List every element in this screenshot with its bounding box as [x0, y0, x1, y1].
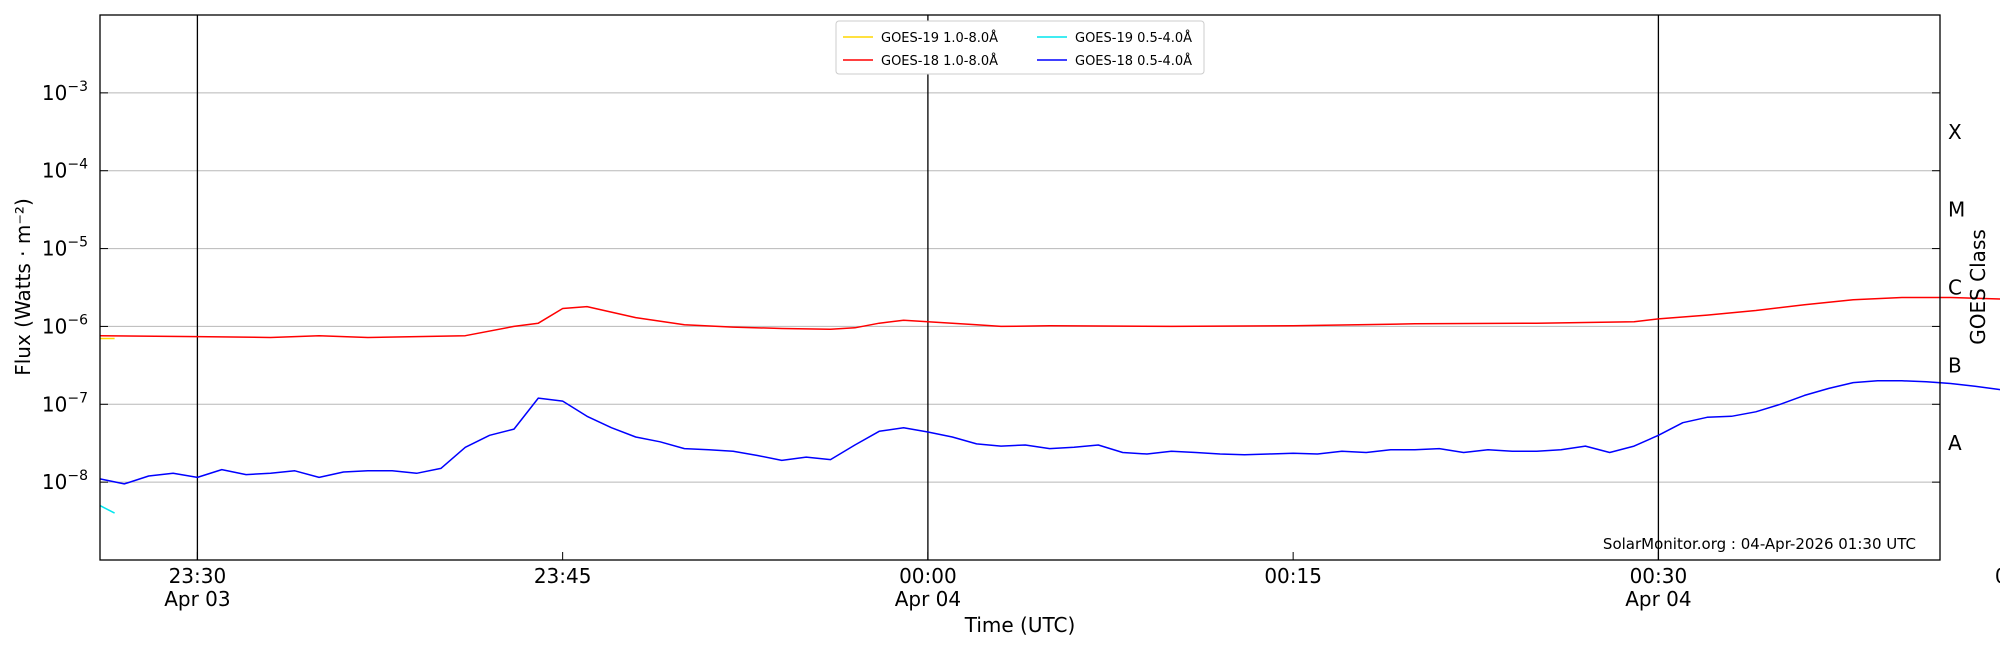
- plot-frame: [99, 14, 1941, 561]
- x-tick-date: Apr 04: [895, 587, 961, 611]
- flux-series: [99, 296, 2000, 514]
- y-tick-label: 10−8: [42, 468, 88, 494]
- x-tick-time: 00:45: [1995, 564, 2000, 588]
- y-axis-title: Flux (Watts · m⁻²): [11, 198, 35, 376]
- right-axis-title: GOES Class: [1966, 229, 1990, 345]
- x-tick-time: 00:15: [1264, 564, 1322, 588]
- legend: GOES-19 1.0-8.0Å GOES-18 1.0-8.0Å GOES-19 …: [835, 20, 1205, 75]
- goes-class-a: A: [1948, 431, 1962, 455]
- legend-label-3: GOES-18 0.5-4.0Å: [1075, 53, 1192, 69]
- day-markers: [196, 15, 1660, 560]
- y-tick-label: 10−7: [42, 390, 88, 416]
- goes-class-c: C: [1948, 276, 1962, 300]
- y-tick-label: 10−3: [42, 79, 88, 105]
- goes-class-b: B: [1948, 353, 1962, 377]
- series-line-1: [99, 296, 2000, 339]
- y-tick-label: 10−5: [42, 235, 88, 261]
- y-tick-label: 10−4: [42, 157, 88, 183]
- series-line-2: [99, 504, 115, 514]
- goes-class-x: X: [1948, 120, 1962, 144]
- series-line-3: [99, 380, 2000, 485]
- goes-class-m: M: [1948, 198, 1965, 222]
- x-tick-time: 00:30: [1630, 564, 1688, 588]
- x-tick-time: 23:45: [534, 564, 592, 588]
- legend-box: [835, 20, 1205, 75]
- x-tick-time: 23:30: [169, 564, 227, 588]
- legend-label-2: GOES-19 0.5-4.0Å: [1075, 30, 1192, 46]
- legend-label-1: GOES-18 1.0-8.0Å: [881, 53, 998, 69]
- legend-label-0: GOES-19 1.0-8.0Å: [881, 30, 998, 46]
- credit-label: SolarMonitor.org : 04-Apr-2026 01:30 UTC: [1603, 535, 1916, 553]
- x-tick-date: Apr 04: [1625, 587, 1691, 611]
- y-tick-label: 10−6: [42, 312, 88, 338]
- x-axis-title: Time (UTC): [964, 613, 1076, 637]
- horizontal-grid: [100, 92, 1940, 483]
- x-tick-time: 00:00: [899, 564, 957, 588]
- x-tick-date: Apr 03: [164, 587, 230, 611]
